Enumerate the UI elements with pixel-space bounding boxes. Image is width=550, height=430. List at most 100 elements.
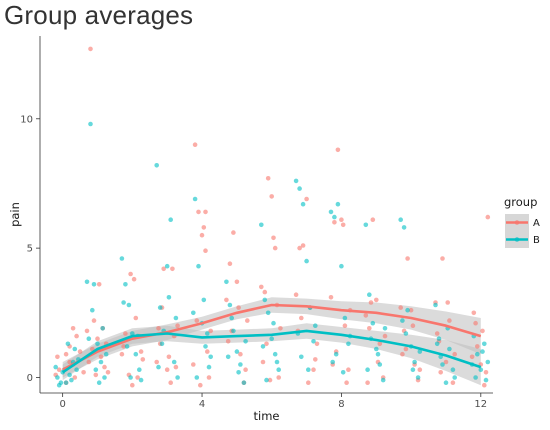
point-A: [483, 370, 489, 375]
point-B: [401, 225, 407, 230]
point-B: [53, 364, 58, 370]
point-A: [438, 370, 444, 375]
point-A: [203, 248, 208, 253]
point-A: [133, 315, 139, 321]
point-A: [131, 276, 137, 282]
point-B: [264, 377, 269, 383]
point-B: [370, 320, 376, 326]
point-B: [126, 302, 132, 308]
point-B: [271, 320, 276, 326]
point-B: [58, 380, 64, 386]
point-A: [105, 370, 111, 375]
point-B: [123, 282, 128, 287]
point-B: [450, 367, 456, 373]
legend-title: group: [504, 195, 537, 209]
point-B: [311, 339, 316, 344]
point-B: [306, 367, 311, 373]
point-B: [164, 263, 170, 269]
point-A: [88, 46, 93, 52]
point-A: [67, 359, 72, 365]
point-B: [196, 263, 201, 269]
point-B: [403, 331, 409, 336]
point-B: [175, 375, 180, 380]
point-A: [84, 328, 90, 334]
point-B: [365, 367, 370, 373]
point-A: [370, 217, 376, 222]
point-B: [154, 163, 159, 168]
point-A: [203, 209, 208, 215]
point-A: [234, 279, 240, 285]
point-B: [374, 346, 379, 352]
point-A: [102, 364, 107, 370]
point-B: [206, 364, 212, 370]
point-B: [377, 362, 383, 367]
point-B: [452, 375, 458, 380]
point-B: [173, 315, 179, 321]
point-A: [408, 307, 414, 313]
point-A: [264, 341, 269, 347]
legend: group AB: [504, 195, 540, 248]
point-B: [346, 341, 351, 347]
point-B: [90, 307, 95, 313]
point-B: [166, 295, 172, 300]
point-A: [96, 282, 102, 287]
point-A: [196, 209, 201, 215]
point-B: [208, 354, 213, 360]
point-A: [238, 351, 243, 357]
point-A: [293, 292, 299, 298]
point-B: [224, 279, 229, 285]
point-A: [164, 367, 170, 373]
point-A: [405, 256, 410, 261]
point-B: [483, 377, 489, 383]
point-A: [225, 339, 231, 344]
point-B: [269, 336, 275, 342]
data-points: [53, 46, 491, 388]
point-B: [130, 331, 135, 336]
point-A: [365, 380, 370, 386]
point-A: [374, 297, 379, 303]
point-B: [133, 351, 139, 357]
point-B: [84, 279, 90, 285]
y-tick-label: 0: [27, 373, 33, 384]
point-A: [299, 315, 304, 321]
point-B: [55, 375, 60, 380]
smooth-lines: [61, 303, 482, 374]
point-A: [403, 346, 409, 352]
point-B: [201, 297, 207, 303]
point-B: [260, 344, 266, 349]
point-B: [91, 282, 97, 287]
point-B: [473, 375, 478, 380]
point-A: [304, 196, 309, 202]
point-A: [63, 351, 69, 357]
point-B: [225, 354, 231, 360]
point-A: [243, 367, 248, 373]
point-B: [137, 367, 142, 373]
point-A: [335, 147, 341, 153]
point-B: [96, 380, 102, 386]
point-A: [175, 323, 180, 329]
point-A: [450, 380, 456, 386]
point-A: [271, 235, 276, 241]
point-A: [168, 380, 173, 386]
point-A: [154, 359, 159, 365]
point-A: [91, 318, 97, 323]
point-B: [293, 178, 299, 184]
point-A: [121, 344, 126, 349]
legend-label-B: B: [533, 235, 540, 246]
ribbon-A: [62, 297, 481, 378]
point-A: [471, 310, 477, 316]
point-A: [205, 349, 210, 354]
point-A: [206, 375, 212, 380]
point-B: [65, 341, 71, 347]
point-A: [311, 367, 316, 373]
point-B: [299, 354, 304, 360]
point-A: [56, 367, 62, 373]
point-B: [156, 364, 161, 370]
point-B: [300, 201, 306, 207]
point-A: [265, 176, 271, 181]
x-tick-label: 8: [338, 399, 344, 410]
point-A: [199, 232, 205, 238]
point-B: [192, 196, 198, 202]
point-B: [93, 367, 99, 373]
